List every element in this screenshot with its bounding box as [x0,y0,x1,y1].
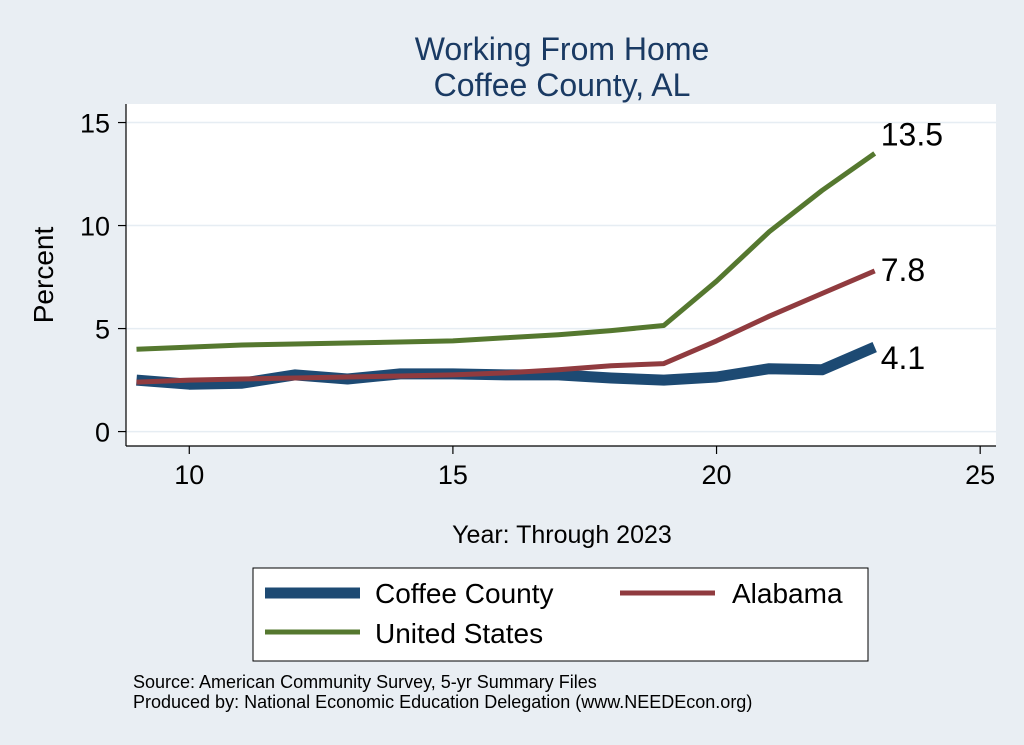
end-label-coffee-county: 4.1 [881,340,925,376]
end-label-alabama: 7.8 [881,252,925,288]
grid-layer [126,121,996,433]
x-tick-label: 20 [702,460,732,490]
plot-area [126,104,996,446]
series-line-alabama [136,268,876,385]
legend-label-united-states: United States [375,618,543,649]
legend-label-alabama: Alabama [732,578,843,609]
x-tick-label: 10 [174,460,204,490]
y-tick-label: 0 [95,418,110,448]
x-tick-label: 25 [965,460,995,490]
y-tick-label: 10 [80,212,110,242]
y-tick-label: 15 [80,109,110,139]
series-line-united-states [136,151,877,352]
axes-layer: 0 5 10 15 10 15 20 25 [80,104,996,490]
x-axis-label: Year: Through 2023 [452,521,672,549]
end-label-united-states: 13.5 [881,116,943,152]
legend: Coffee County Alabama United States [252,567,869,662]
legend-box [252,567,869,662]
chart-title: Working From Home [415,31,710,67]
y-axis-label: Percent [28,227,59,324]
chart-subtitle: Coffee County, AL [434,67,691,103]
y-tick-label: 5 [95,315,110,345]
x-tick-label: 15 [438,460,468,490]
legend-label-coffee-county: Coffee County [375,578,554,609]
series-layer [136,151,877,390]
source-line: Source: American Community Survey, 5-yr … [133,672,597,692]
labels-layer: 4.1 7.8 13.5 [881,116,943,376]
produced-by-line: Produced by: National Economic Education… [133,692,753,712]
source-notes: Source: American Community Survey, 5-yr … [133,672,752,712]
